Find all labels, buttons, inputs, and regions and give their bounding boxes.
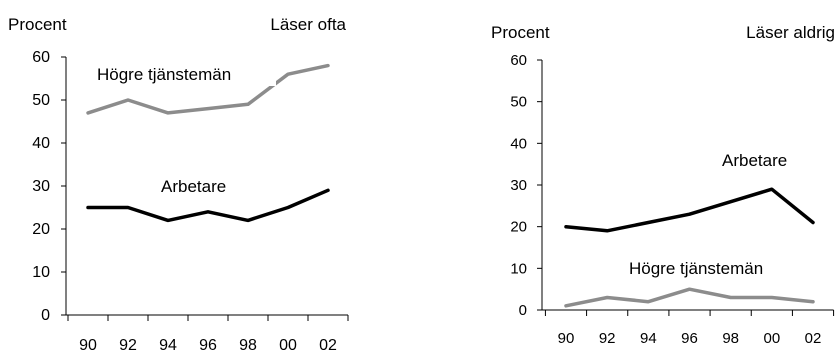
left-x-axis: 90 92 94 96 98 00 02 bbox=[66, 314, 349, 354]
left-y-tick-label: 20 bbox=[32, 221, 50, 238]
left-x-tick-label: 94 bbox=[159, 337, 177, 354]
left-x-tick-label: 02 bbox=[319, 337, 337, 354]
right-series-label-hogre: Högre tjänstemän bbox=[629, 259, 763, 278]
right-y-tick-label: 60 bbox=[510, 52, 527, 69]
right-y-tick-label: 10 bbox=[510, 260, 527, 277]
right-y-tick-label: 50 bbox=[510, 94, 527, 111]
left-label-bg-hogre bbox=[90, 62, 276, 86]
right-ylabel: Procent bbox=[491, 23, 550, 42]
right-series-label-arbetare: Arbetare bbox=[722, 151, 787, 170]
right-x-tick-label: 98 bbox=[722, 330, 739, 347]
right-label-bg-arbetare bbox=[716, 148, 808, 172]
left-series-line-a bbox=[86, 63, 330, 115]
left-label-bg-arbetare bbox=[152, 174, 254, 198]
right-y-tick-label: 0 bbox=[519, 302, 527, 319]
right-y-axis: 0 10 20 30 40 50 60 bbox=[510, 52, 543, 319]
left-y-axis: 0 10 20 30 40 50 60 bbox=[32, 49, 67, 324]
left-x-tick-label: 92 bbox=[119, 337, 137, 354]
right-x-tick-label: 96 bbox=[681, 330, 698, 347]
right-x-tick-label: 00 bbox=[763, 330, 780, 347]
right-x-tick-label: 94 bbox=[640, 330, 657, 347]
right-title: Läser aldrig bbox=[746, 23, 835, 42]
left-x-tick-label: 90 bbox=[79, 337, 97, 354]
left-y-tick-label: 30 bbox=[32, 178, 50, 195]
left-series-line-b bbox=[86, 188, 330, 223]
left-y-tick-label: 40 bbox=[32, 135, 50, 152]
left-y-tick-label: 10 bbox=[32, 264, 50, 281]
right-y-tick-label: 40 bbox=[510, 135, 527, 152]
right-x-axis: 90 92 94 96 98 00 02 bbox=[542, 309, 835, 347]
right-series-line-a bbox=[564, 187, 815, 233]
right-x-tick-label: 90 bbox=[558, 330, 575, 347]
right-y-tick-label: 20 bbox=[510, 219, 527, 236]
left-x-tick-label: 00 bbox=[279, 337, 297, 354]
left-y-tick-label: 50 bbox=[32, 92, 50, 109]
left-x-tick-label: 98 bbox=[239, 337, 257, 354]
right-series-lines bbox=[564, 187, 815, 308]
left-y-tick-label: 60 bbox=[32, 49, 50, 66]
left-title: Läser ofta bbox=[270, 15, 346, 34]
left-series-label-hogre: Högre tjänstemän bbox=[97, 65, 231, 84]
right-series-line-b bbox=[564, 287, 815, 308]
left-series-label-arbetare: Arbetare bbox=[161, 177, 226, 196]
left-y-tick-label: 0 bbox=[41, 307, 50, 324]
left-ylabel: Procent bbox=[8, 15, 67, 34]
right-x-tick-label: 92 bbox=[599, 330, 616, 347]
left-series-lines bbox=[86, 63, 330, 223]
left-x-tick-label: 96 bbox=[199, 337, 217, 354]
right-y-tick-label: 30 bbox=[510, 177, 527, 194]
right-label-bg-hogre bbox=[622, 256, 802, 280]
right-x-tick-label: 02 bbox=[805, 330, 822, 347]
